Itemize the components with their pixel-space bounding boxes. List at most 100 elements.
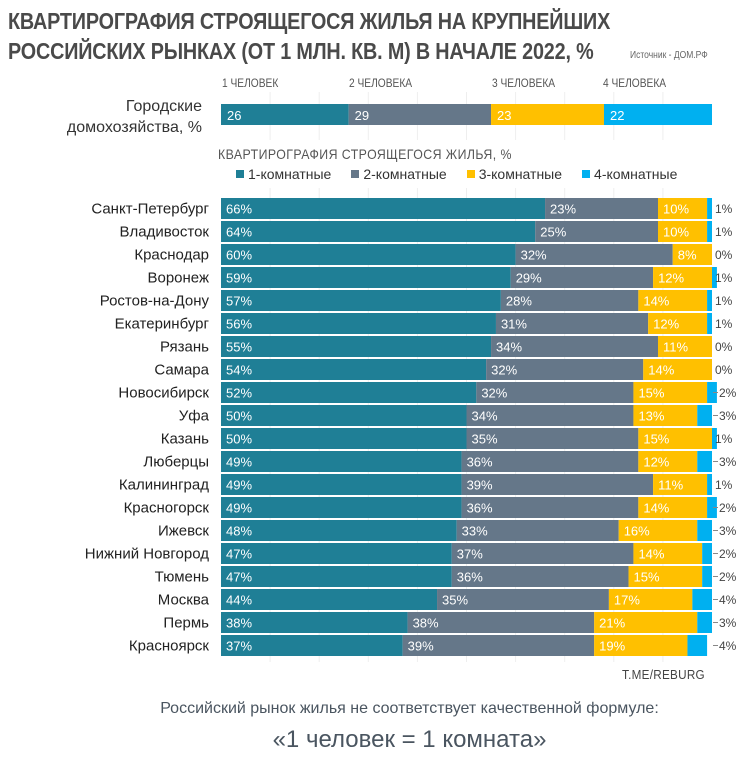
city-label: Владивосток: [120, 224, 210, 241]
bar-segment: [638, 497, 708, 518]
household-value-label: 23: [497, 108, 511, 123]
bar-segment: [221, 566, 452, 587]
footer-formula: «1 человек = 1 комната»: [272, 726, 547, 753]
bar-segment: [451, 543, 634, 564]
bar-segment: [594, 612, 698, 633]
legend-swatch-2room: [351, 170, 360, 178]
bar-value-label-outside: 2%: [719, 386, 737, 400]
footer-statement: Российский рынок жилья не соответствует …: [160, 700, 659, 717]
bar-segment: [707, 221, 712, 242]
bar-value-label: 28%: [506, 294, 532, 309]
household-bar-segment: [348, 104, 492, 125]
legend-label-1room: 1-комнатные: [248, 166, 332, 182]
bar-segment: [437, 589, 609, 610]
city-label: Екатеринбург: [115, 316, 210, 333]
bar-value-label: 10%: [663, 202, 689, 217]
bar-value-label-outside: 1%: [715, 271, 733, 285]
source-note: Источник - ДОМ.РФ: [630, 50, 708, 61]
bar-value-label-outside: 3%: [719, 616, 737, 630]
legend-label-4room: 4-комнатные: [594, 166, 678, 182]
legend-swatch-4room: [582, 170, 591, 178]
bar-segment: [221, 313, 496, 334]
city-label: Тюмень: [155, 569, 210, 586]
legend-item-4room: 4-комнатные: [582, 166, 677, 182]
bar-segment: [643, 359, 712, 380]
bar-segment: [648, 313, 708, 334]
legend-item-3room: 3-комнатные: [466, 166, 563, 182]
bar-value-label: 25%: [540, 225, 566, 240]
bar-segment: [638, 451, 698, 472]
bar-segment: [461, 497, 639, 518]
bar-segment: [707, 198, 712, 219]
bar-segment: [618, 520, 698, 541]
bar-value-label: 15%: [643, 432, 669, 447]
city-label: Калининград: [119, 477, 209, 494]
bar-value-label: 47%: [226, 547, 252, 562]
household-bar-segment: [491, 104, 604, 125]
bar-segment: [707, 497, 717, 518]
bar-value-label: 32%: [521, 248, 547, 263]
city-label: Санкт-Петербург: [91, 201, 209, 218]
legend-label-3room: 3-комнатные: [478, 166, 563, 182]
bar-value-label: 16%: [624, 524, 650, 539]
household-category-1: 1 ЧЕЛОВЕК: [222, 76, 279, 90]
bar-segment: [653, 267, 712, 288]
bar-value-label: 31%: [501, 317, 527, 332]
bar-value-label: 14%: [643, 294, 669, 309]
bar-value-label: 12%: [653, 317, 679, 332]
bar-segment: [608, 589, 693, 610]
bar-value-label: 19%: [599, 639, 625, 654]
household-bar-segment: [221, 104, 349, 125]
bar-segment: [221, 290, 501, 311]
bar-segment: [633, 405, 698, 426]
bar-value-label: 44%: [226, 593, 252, 608]
household-category-2: 2 ЧЕЛОВЕКА: [349, 76, 413, 90]
bar-value-label: 36%: [457, 570, 483, 585]
bar-value-label-outside: 3%: [719, 524, 737, 538]
bar-segment: [486, 359, 644, 380]
bar-value-label-outside: 2%: [719, 501, 737, 515]
bar-value-label: 8%: [678, 248, 697, 263]
chart-title: КВАРТИРОГРАФИЯ СТРОЯЩЕГОСЯ ЖИЛЬЯ НА КРУП…: [8, 6, 610, 66]
city-label: Нижний Новгород: [85, 546, 209, 563]
bar-segment: [633, 543, 703, 564]
bar-value-label: 15%: [638, 386, 664, 401]
bar-value-label-outside: 3%: [719, 409, 737, 423]
bar-value-label: 11%: [658, 478, 683, 493]
bar-segment: [461, 474, 654, 495]
bar-value-label: 37%: [457, 547, 483, 562]
legend-swatch-3room: [466, 170, 475, 178]
bar-value-label: 57%: [226, 294, 252, 309]
city-label: Ростов-на-Дону: [100, 293, 210, 310]
bar-value-label: 35%: [472, 432, 498, 447]
bar-value-label: 32%: [481, 386, 507, 401]
bar-value-label-outside: 2%: [719, 570, 737, 584]
city-label: Краснодар: [134, 247, 209, 264]
household-category-4: 4 ЧЕЛОВЕКА: [603, 76, 667, 90]
bar-segment: [221, 405, 467, 426]
bar-segment: [402, 635, 595, 656]
bar-value-label-outside: 0%: [715, 363, 733, 377]
bar-segment: [221, 612, 408, 633]
bar-value-label: 66%: [226, 202, 252, 217]
bar-value-label: 54%: [226, 363, 252, 378]
bar-segment: [707, 290, 712, 311]
bar-segment: [221, 451, 462, 472]
household-bar-segment: [603, 104, 712, 125]
bar-segment: [628, 566, 703, 587]
bar-segment: [702, 566, 712, 587]
household-value-label: 26: [227, 108, 241, 123]
bar-segment: [712, 267, 717, 288]
bar-value-label: 14%: [648, 363, 674, 378]
bar-segment: [687, 635, 708, 656]
city-label: Москва: [158, 592, 210, 609]
city-label: Новосибирск: [118, 385, 209, 402]
bar-value-label-outside: 1%: [715, 317, 733, 331]
city-label: Красноярск: [129, 638, 210, 655]
bar-value-label: 29%: [516, 271, 542, 286]
bar-segment: [510, 267, 654, 288]
bar-value-label-outside: 0%: [715, 248, 733, 262]
bar-value-label: 60%: [226, 248, 252, 263]
bar-value-label: 14%: [643, 501, 669, 516]
legend-swatch-1room: [236, 170, 244, 178]
